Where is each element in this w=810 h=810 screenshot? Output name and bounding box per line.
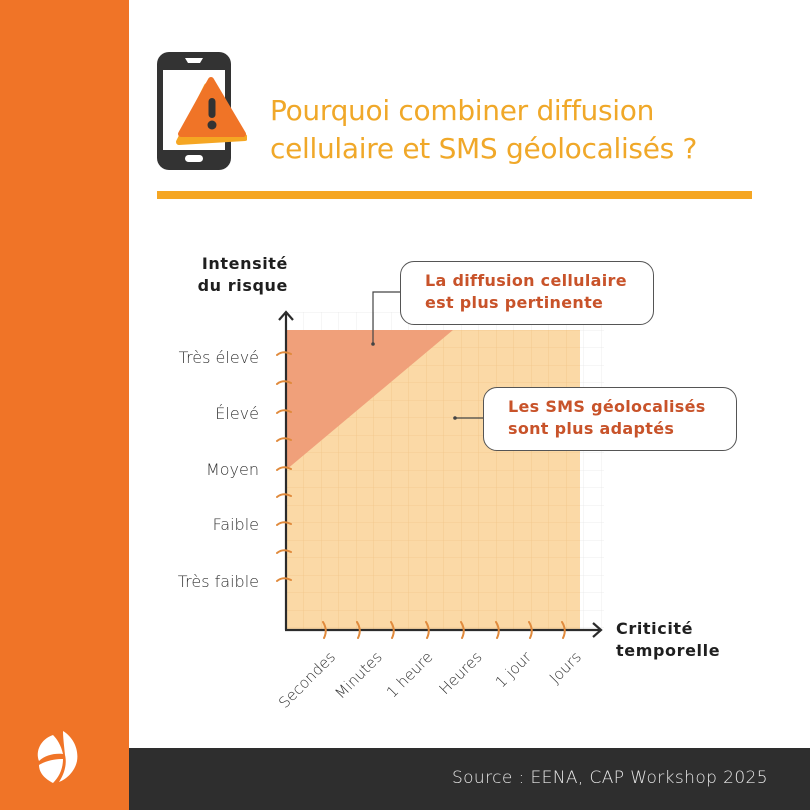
callout-cell-broadcast: La diffusion cellulaire est plus pertine… [400,261,654,325]
callout-2-line-1: Les SMS géolocalisés [508,397,706,416]
brand-side-bar [0,0,129,810]
callout-1-line-1: La diffusion cellulaire [425,271,627,290]
source-text: Source : EENA, CAP Workshop 2025 [451,768,768,788]
x-ticks [322,621,566,639]
cell-broadcast-zone [286,330,453,470]
x-axis-title-line-1: Criticité [616,619,694,638]
footer-bar: Source : EENA, CAP Workshop 2025 [129,748,810,810]
y-ticks [276,351,292,582]
y-label-tres-faible: Très faible [177,572,259,591]
y-label-tres-eleve: Très élevé [178,348,259,367]
callout-1-line-2: est plus pertinente [425,293,604,312]
callout-1-leader [372,291,400,344]
callout-2-line-2: sont plus adaptés [508,419,675,438]
y-label-faible: Faible [212,515,259,534]
x-axis-title: Criticité temporelle [616,618,720,662]
title-line-2: cellulaire et SMS géolocalisés ? [270,132,698,165]
logo-icon [37,731,78,783]
y-axis-arrow-icon [278,310,294,321]
y-label-eleve: Élevé [215,404,259,423]
phone-warning-icon [157,52,247,170]
y-label-moyen: Moyen [205,460,259,479]
callout-sms: Les SMS géolocalisés sont plus adaptés [483,387,737,451]
page-title: Pourquoi combiner diffusion cellulaire e… [270,92,697,168]
y-axis-title: Intensité du risque [198,253,288,297]
x-axis-arrow-icon [592,622,603,638]
y-axis-title-line-2: du risque [197,276,288,295]
title-line-1: Pourquoi combiner diffusion [270,94,655,127]
x-axis-title-line-2: temporelle [616,641,721,660]
y-axis-title-line-1: Intensité [201,254,288,273]
title-divider [157,191,752,199]
